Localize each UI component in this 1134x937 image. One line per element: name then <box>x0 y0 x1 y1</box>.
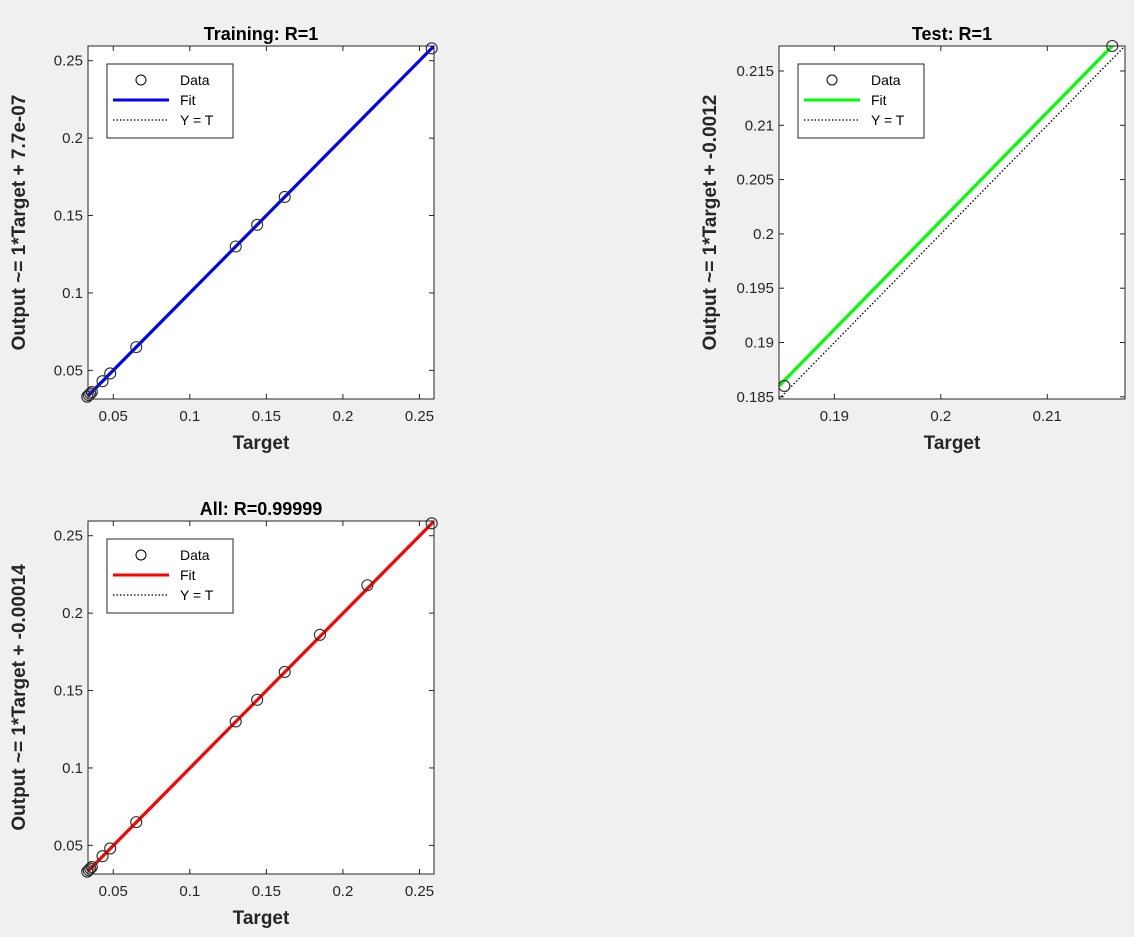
data-points <box>81 42 438 403</box>
data-point <box>130 816 143 829</box>
x-tick-label: 0.2 <box>332 883 353 900</box>
data-point <box>85 860 98 874</box>
chart-title: Test: R=1 <box>912 24 992 44</box>
x-tick-label: 0.05 <box>99 408 128 425</box>
x-tick-label: 0.21 <box>1033 408 1062 425</box>
legend-yt-label: Y = T <box>180 112 214 128</box>
y-tick-label: 0.05 <box>54 362 83 379</box>
y-tick-label: 0.2 <box>62 130 83 147</box>
y-tick-label: 0.15 <box>54 208 83 225</box>
data-point <box>85 385 98 399</box>
data-point <box>96 850 109 863</box>
x-tick-label: 0.15 <box>252 408 281 425</box>
fit-line <box>779 46 1115 388</box>
y-tick-label: 0.215 <box>736 63 774 80</box>
data-point <box>361 579 374 592</box>
y-tick-label: 0.21 <box>745 117 774 134</box>
legend-yt-label: Y = T <box>871 112 905 128</box>
data-point <box>81 390 94 403</box>
legend-data-marker <box>135 549 147 561</box>
x-tick-label: 0.25 <box>405 883 434 900</box>
x-tick-label: 0.19 <box>820 408 849 425</box>
y-tick-label: 0.195 <box>736 280 774 297</box>
x-axis-label: Target <box>233 433 290 454</box>
y-tick-label: 0.25 <box>54 528 83 545</box>
data-point <box>229 240 242 253</box>
x-tick-label: 0.25 <box>405 408 434 425</box>
legend-yt-label: Y = T <box>180 587 214 603</box>
data-point <box>104 367 117 380</box>
y-tick-label: 0.05 <box>54 837 83 854</box>
data-point <box>278 190 291 204</box>
legend: Data Fit Y = T <box>797 63 925 139</box>
legend-fit-label: Fit <box>180 567 196 583</box>
data-point <box>96 375 109 388</box>
y-tick-label: 0.2 <box>753 226 774 243</box>
legend-data-label: Data <box>180 72 210 88</box>
axes-box <box>778 45 1126 400</box>
data-point <box>251 693 264 706</box>
y-tick-label: 0.205 <box>736 172 774 189</box>
x-axis-label: Target <box>924 433 981 454</box>
y-tick-label: 0.2 <box>62 605 83 622</box>
y-axis-label: Output ~= 1*Target + -0.00014 <box>9 564 30 831</box>
data-point <box>104 842 117 855</box>
data-point <box>229 715 242 728</box>
data-point <box>313 628 326 641</box>
data-point <box>82 389 95 402</box>
legend: Data Fit Y = T <box>106 538 234 614</box>
chart-title: Training: R=1 <box>204 24 319 44</box>
data-point <box>81 865 94 878</box>
chart-test: 0.19 0.2 0.21 0.185 0.19 0.195 0.2 0.205 0.21 0.2… <box>700 24 1126 454</box>
legend: Data Fit Y = T <box>106 63 234 139</box>
legend-data-label: Data <box>871 72 901 88</box>
data-point <box>425 517 438 530</box>
data-point <box>82 864 95 877</box>
axes-box <box>87 45 435 400</box>
data-point <box>425 42 438 55</box>
x-tick-label: 0.1 <box>179 408 200 425</box>
legend-data-marker <box>135 74 147 86</box>
y-tick-label: 0.25 <box>54 53 83 70</box>
y-tick-label: 0.19 <box>745 335 774 352</box>
chart-all: 0.05 0.1 0.15 0.2 0.25 0.05 0.1 0.15 0.2 0.25 All:… <box>9 499 438 929</box>
x-tick-label: 0.15 <box>252 883 281 900</box>
plot-lines <box>779 46 1125 399</box>
x-tick-label: 0.2 <box>332 408 353 425</box>
x-axis-label: Target <box>233 908 290 929</box>
legend-fit-label: Fit <box>180 92 196 108</box>
data-point <box>130 341 143 354</box>
y-tick-label: 0.15 <box>54 683 83 700</box>
y-axis-label: Output ~= 1*Target + -0.0012 <box>700 95 721 351</box>
data-point <box>278 665 291 679</box>
y-tick-label: 0.1 <box>62 760 83 777</box>
y-tick-label: 0.185 <box>736 389 774 406</box>
x-tick-label: 0.1 <box>179 883 200 900</box>
x-tick-label: 0.2 <box>930 408 951 425</box>
chart-training: 0.05 0.1 0.15 0.2 0.25 0.05 0.1 0.15 0.2 0.25 Trai… <box>9 24 438 454</box>
data-point <box>251 218 264 231</box>
axes-box <box>87 520 435 875</box>
chart-title: All: R=0.99999 <box>200 499 323 519</box>
legend-data-label: Data <box>180 547 210 563</box>
legend-data-marker <box>826 74 838 86</box>
y-tick-label: 0.1 <box>62 285 83 302</box>
y-axis-label: Output ~= 1*Target + 7.7e-07 <box>9 95 30 351</box>
x-tick-label: 0.05 <box>99 883 128 900</box>
legend-fit-label: Fit <box>871 92 887 108</box>
